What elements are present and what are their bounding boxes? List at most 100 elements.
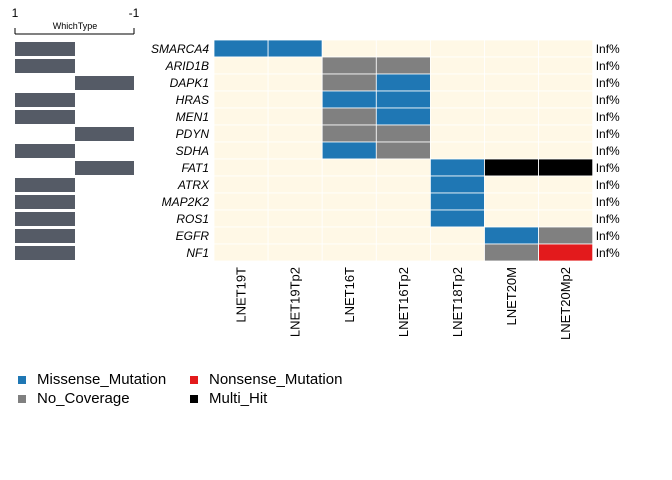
which-type-bar [15,110,75,124]
heatmap-cell [321,226,377,245]
legend-label: Missense_Mutation [37,371,167,388]
heatmap-cell [484,73,539,92]
which-type-axis-min-label: 1 [12,6,19,20]
heatmap-cell [267,209,323,228]
heatmap-cell [429,56,485,75]
heatmap-cell [484,90,539,109]
percent-label: Inf% [596,246,620,260]
heatmap-cell [375,124,431,143]
gene-label: SDHA [176,144,209,158]
legend-swatch [18,376,26,384]
sample-label: LNET16T [342,267,357,323]
which-type-bar [75,161,134,175]
heatmap-cell [213,90,269,109]
heatmap-cell [538,56,594,75]
gene-label: SMARCA4 [151,42,209,56]
heatmap-cell [429,90,485,109]
heatmap-cell [429,175,485,194]
heatmap-cell [484,39,539,58]
which-type-bar [15,93,75,107]
legend-label: Multi_Hit [209,390,268,407]
percent-label: Inf% [596,161,620,175]
heatmap-cell [267,192,323,211]
gene-label: MAP2K2 [162,195,210,209]
heatmap-cell [321,73,377,92]
gene-label: HRAS [176,93,209,107]
heatmap-cell [267,158,323,177]
heatmap-cell [375,56,431,75]
heatmap-cell [429,39,485,58]
heatmap-cell [213,141,269,160]
gene-label: ATRX [177,178,210,192]
heatmap-cell [375,192,431,211]
heatmap-cell [538,158,594,177]
heatmap-cell [321,39,377,58]
heatmap-cell [429,158,485,177]
heatmap-cell [375,107,431,126]
legend-swatch [18,395,26,403]
heatmap-cell [267,56,323,75]
heatmap-cell [538,39,594,58]
heatmap-cell [321,209,377,228]
legend: Missense_Mutation Nonsense_Mutation No_Cov… [18,371,418,411]
which-type-bar [15,246,75,260]
heatmap-cell [321,124,377,143]
sample-label: LNET19Tp2 [288,267,303,337]
heatmap-cell [484,209,539,228]
heatmap-cell [213,243,269,262]
heatmap-cell [213,73,269,92]
heatmap-cell [375,73,431,92]
heatmap-cell [267,39,323,58]
percent-label: Inf% [596,127,620,141]
percent-labels: Inf% Inf% Inf% Inf% Inf% Inf% Inf% Inf% Inf% Inf%… [596,42,620,260]
which-type-bar [75,76,134,90]
legend-swatch [190,395,198,403]
heatmap-cell [538,226,594,245]
heatmap-cell [267,243,323,262]
heatmap-cell [484,107,539,126]
heatmap-cell [213,124,269,143]
heatmap-cell [429,243,485,262]
heatmap-cell [538,124,594,143]
which-type-bar [15,144,75,158]
heatmap-cell [375,175,431,194]
heatmap-cell [538,175,594,194]
percent-label: Inf% [596,144,620,158]
gene-label: EGFR [176,229,210,243]
heatmap-cell [375,39,431,58]
sample-label: LNET16Tp2 [396,267,411,337]
heatmap-cell [429,209,485,228]
heatmap-cell [213,209,269,228]
gene-label: ARID1B [165,59,209,73]
heatmap-cells [213,39,594,262]
heatmap-cell [321,175,377,194]
percent-label: Inf% [596,229,620,243]
heatmap-cell [375,158,431,177]
heatmap-cell [538,192,594,211]
percent-label: Inf% [596,93,620,107]
percent-label: Inf% [596,178,620,192]
heatmap-cell [213,226,269,245]
which-type-bar [15,178,75,192]
heatmap-cell [429,226,485,245]
heatmap-cell [538,209,594,228]
heatmap-cell [213,56,269,75]
percent-label: Inf% [596,42,620,56]
heatmap-cell [375,90,431,109]
heatmap-cell [538,90,594,109]
gene-label: PDYN [176,127,210,141]
heatmap-cell [484,226,539,245]
heatmap-cell [267,124,323,143]
which-type-bar [15,195,75,209]
gene-label: MEN1 [176,110,209,124]
legend-label: No_Coverage [37,390,130,407]
heatmap-cell [484,175,539,194]
sample-labels: LNET19T LNET19Tp2 LNET16T LNET16Tp2 LNET18Tp… [234,267,574,340]
heatmap-cell [321,243,377,262]
heatmap-cell [321,192,377,211]
percent-label: Inf% [596,76,620,90]
heatmap-cell [267,90,323,109]
heatmap-cell [375,209,431,228]
heatmap-cell [484,124,539,143]
